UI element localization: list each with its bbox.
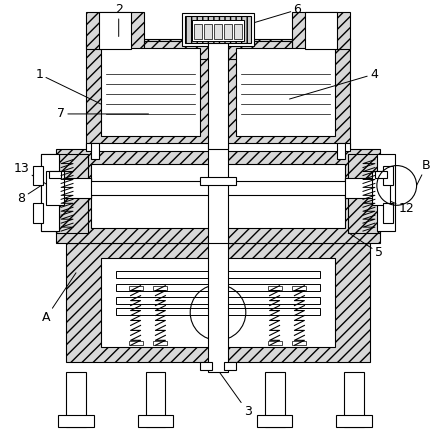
Bar	[200, 362, 212, 370]
Text: 4: 4	[290, 68, 378, 99]
Bar	[305, 12, 337, 49]
Bar	[293, 341, 307, 345]
Bar	[49, 171, 61, 179]
Bar	[375, 171, 387, 179]
Bar	[86, 12, 143, 49]
Bar	[86, 143, 350, 151]
Bar	[344, 372, 364, 427]
Bar	[41, 154, 59, 231]
Bar	[33, 166, 43, 186]
Bar	[224, 362, 236, 370]
Bar	[185, 16, 251, 43]
Bar	[336, 415, 372, 427]
Bar	[56, 149, 380, 243]
Bar	[116, 307, 320, 315]
Bar	[129, 341, 143, 345]
Bar	[46, 171, 64, 205]
Bar	[41, 154, 59, 231]
Bar	[56, 179, 91, 198]
Bar	[33, 203, 43, 223]
Bar	[293, 12, 350, 49]
Text: A: A	[42, 273, 76, 324]
Bar	[208, 144, 228, 243]
Bar	[345, 179, 380, 198]
Text: 13: 13	[14, 162, 61, 194]
Bar	[383, 203, 393, 223]
Bar	[66, 372, 86, 427]
Bar	[268, 341, 282, 345]
Bar	[129, 286, 143, 290]
Text: 7: 7	[57, 108, 149, 120]
Bar	[214, 23, 222, 39]
Bar	[377, 154, 395, 231]
Bar	[56, 154, 88, 233]
Bar	[99, 12, 131, 49]
Text: 5: 5	[349, 233, 383, 260]
Text: 12: 12	[377, 195, 415, 215]
Bar	[182, 13, 254, 47]
Bar	[208, 238, 228, 372]
Bar	[101, 258, 335, 347]
Bar	[200, 178, 236, 186]
Bar	[337, 143, 345, 159]
Bar	[224, 23, 232, 39]
Bar	[372, 171, 390, 205]
Text: 3: 3	[218, 370, 252, 418]
Bar	[293, 286, 307, 290]
Bar	[345, 179, 380, 198]
Bar	[56, 179, 91, 198]
Bar	[81, 182, 355, 195]
Bar	[383, 166, 393, 186]
Bar	[257, 415, 293, 427]
Bar	[91, 143, 99, 159]
Text: 6: 6	[248, 3, 301, 24]
Text: 1: 1	[35, 68, 101, 104]
Bar	[146, 372, 165, 427]
Text: 8: 8	[17, 186, 41, 205]
Bar	[348, 154, 380, 233]
Bar	[153, 286, 167, 290]
Bar	[153, 341, 167, 345]
Text: B: B	[416, 159, 431, 186]
Bar	[208, 35, 228, 149]
Bar	[66, 243, 370, 362]
Bar	[91, 163, 345, 228]
Bar	[192, 19, 244, 42]
Bar	[204, 23, 212, 39]
Bar	[86, 39, 350, 149]
Bar	[116, 284, 320, 291]
Bar	[116, 297, 320, 303]
Bar	[194, 23, 202, 39]
Text: 2: 2	[115, 3, 123, 36]
Bar	[236, 48, 335, 136]
Bar	[143, 42, 293, 59]
Bar	[138, 415, 174, 427]
Bar	[234, 23, 242, 39]
Bar	[116, 271, 320, 278]
Bar	[58, 415, 94, 427]
Bar	[268, 286, 282, 290]
Bar	[101, 48, 200, 136]
Bar	[265, 372, 285, 427]
